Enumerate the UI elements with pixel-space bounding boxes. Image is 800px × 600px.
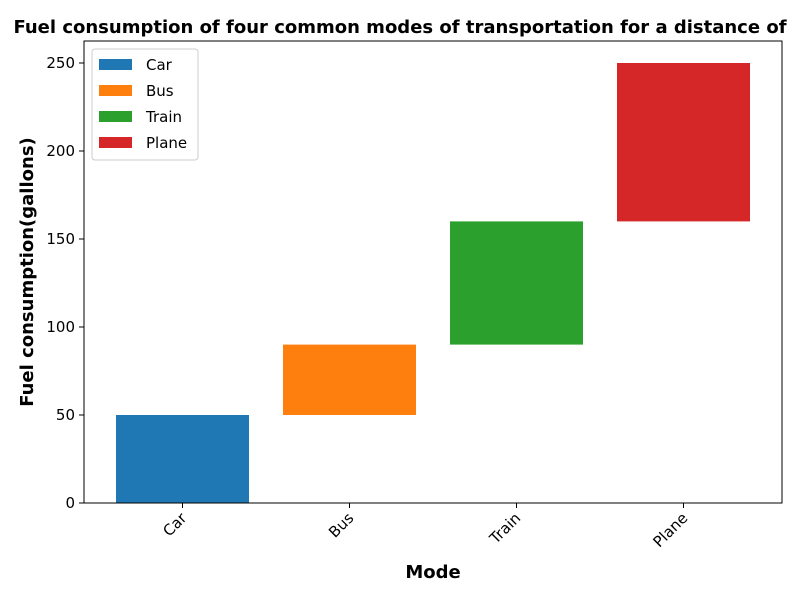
- y-tick-label: 200: [46, 142, 75, 160]
- legend: Car Bus Train Plane: [91, 48, 199, 161]
- legend-swatch-bus: [99, 85, 132, 96]
- legend-items: Car Bus Train Plane: [99, 56, 187, 152]
- legend-label-bus: Bus: [146, 82, 174, 100]
- bar-train: [450, 221, 583, 345]
- plot-frame: [83, 40, 783, 504]
- bar-plane: [617, 63, 750, 222]
- x-tick-label-car: Car: [159, 509, 191, 541]
- legend-frame: [91, 48, 199, 161]
- x-axis-label: Mode: [405, 562, 460, 583]
- x-axis-ticks: Car Bus Train Plane: [159, 503, 691, 551]
- legend-swatch-car: [99, 59, 132, 70]
- y-axis-label: Fuel consumption(gallons): [17, 137, 38, 407]
- y-tick-label: 0: [65, 494, 75, 512]
- legend-swatch-plane: [99, 137, 132, 148]
- y-tick-label: 250: [46, 54, 75, 72]
- y-tick-label: 100: [46, 318, 75, 336]
- chart-title: Fuel consumption of four common modes of…: [13, 17, 786, 38]
- bar-car: [116, 415, 249, 503]
- y-axis-ticks: 0 50 100 150 200 250: [46, 54, 84, 512]
- x-tick-label-train: Train: [485, 509, 524, 548]
- x-tick-label-plane: Plane: [650, 509, 692, 551]
- bar-bus: [283, 344, 416, 415]
- legend-label-plane: Plane: [146, 134, 187, 152]
- bars-layer: [116, 63, 750, 503]
- x-tick-label-bus: Bus: [325, 509, 357, 541]
- legend-swatch-train: [99, 111, 132, 122]
- legend-label-car: Car: [146, 56, 173, 74]
- legend-label-train: Train: [145, 108, 182, 126]
- y-tick-label: 150: [46, 230, 75, 248]
- y-tick-label: 50: [56, 406, 75, 424]
